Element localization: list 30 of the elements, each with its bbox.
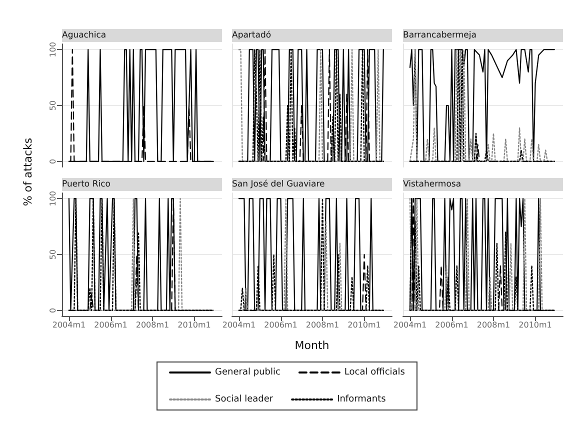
y-tick-label: 50 (48, 100, 58, 111)
x-tick-label: 2008m1 (136, 320, 170, 330)
x-tick-label: 2010m1 (518, 320, 552, 330)
legend-label: General public (215, 368, 280, 378)
y-tick-label: 100 (48, 190, 58, 206)
chart-title: Puerto Rico (62, 180, 110, 190)
x-tick-label: 2008m1 (476, 320, 510, 330)
x-axis-title: Month (294, 339, 330, 352)
legend-label: Local officials (344, 368, 406, 378)
y-tick-label: 0 (48, 308, 58, 313)
x-tick-label: 2004m1 (393, 320, 427, 330)
x-tick-label: 2006m1 (435, 320, 468, 330)
chart-title: Aguachica (62, 30, 106, 40)
x-tick-label: 2010m1 (178, 320, 211, 330)
legend-label: Informants (337, 394, 386, 404)
x-tick-label: 2010m1 (348, 320, 381, 330)
y-axis-title: % of attacks (22, 138, 34, 206)
chart-title: Vistahermosa (403, 180, 462, 190)
chart-title: San José del Guaviare (232, 180, 325, 190)
chart-title: Barrancabermeja (403, 30, 476, 40)
x-tick-label: 2008m1 (306, 320, 340, 330)
x-tick-label: 2004m1 (222, 320, 256, 330)
x-tick-label: 2004m1 (52, 320, 86, 330)
x-tick-label: 2006m1 (94, 320, 128, 330)
chart-title: Apartadó (232, 30, 272, 40)
legend-label: Social leader (215, 394, 274, 404)
y-tick-label: 0 (48, 158, 58, 164)
y-tick-label: 100 (48, 42, 58, 58)
y-tick-label: 50 (48, 249, 58, 260)
x-tick-label: 2006m1 (264, 320, 298, 330)
